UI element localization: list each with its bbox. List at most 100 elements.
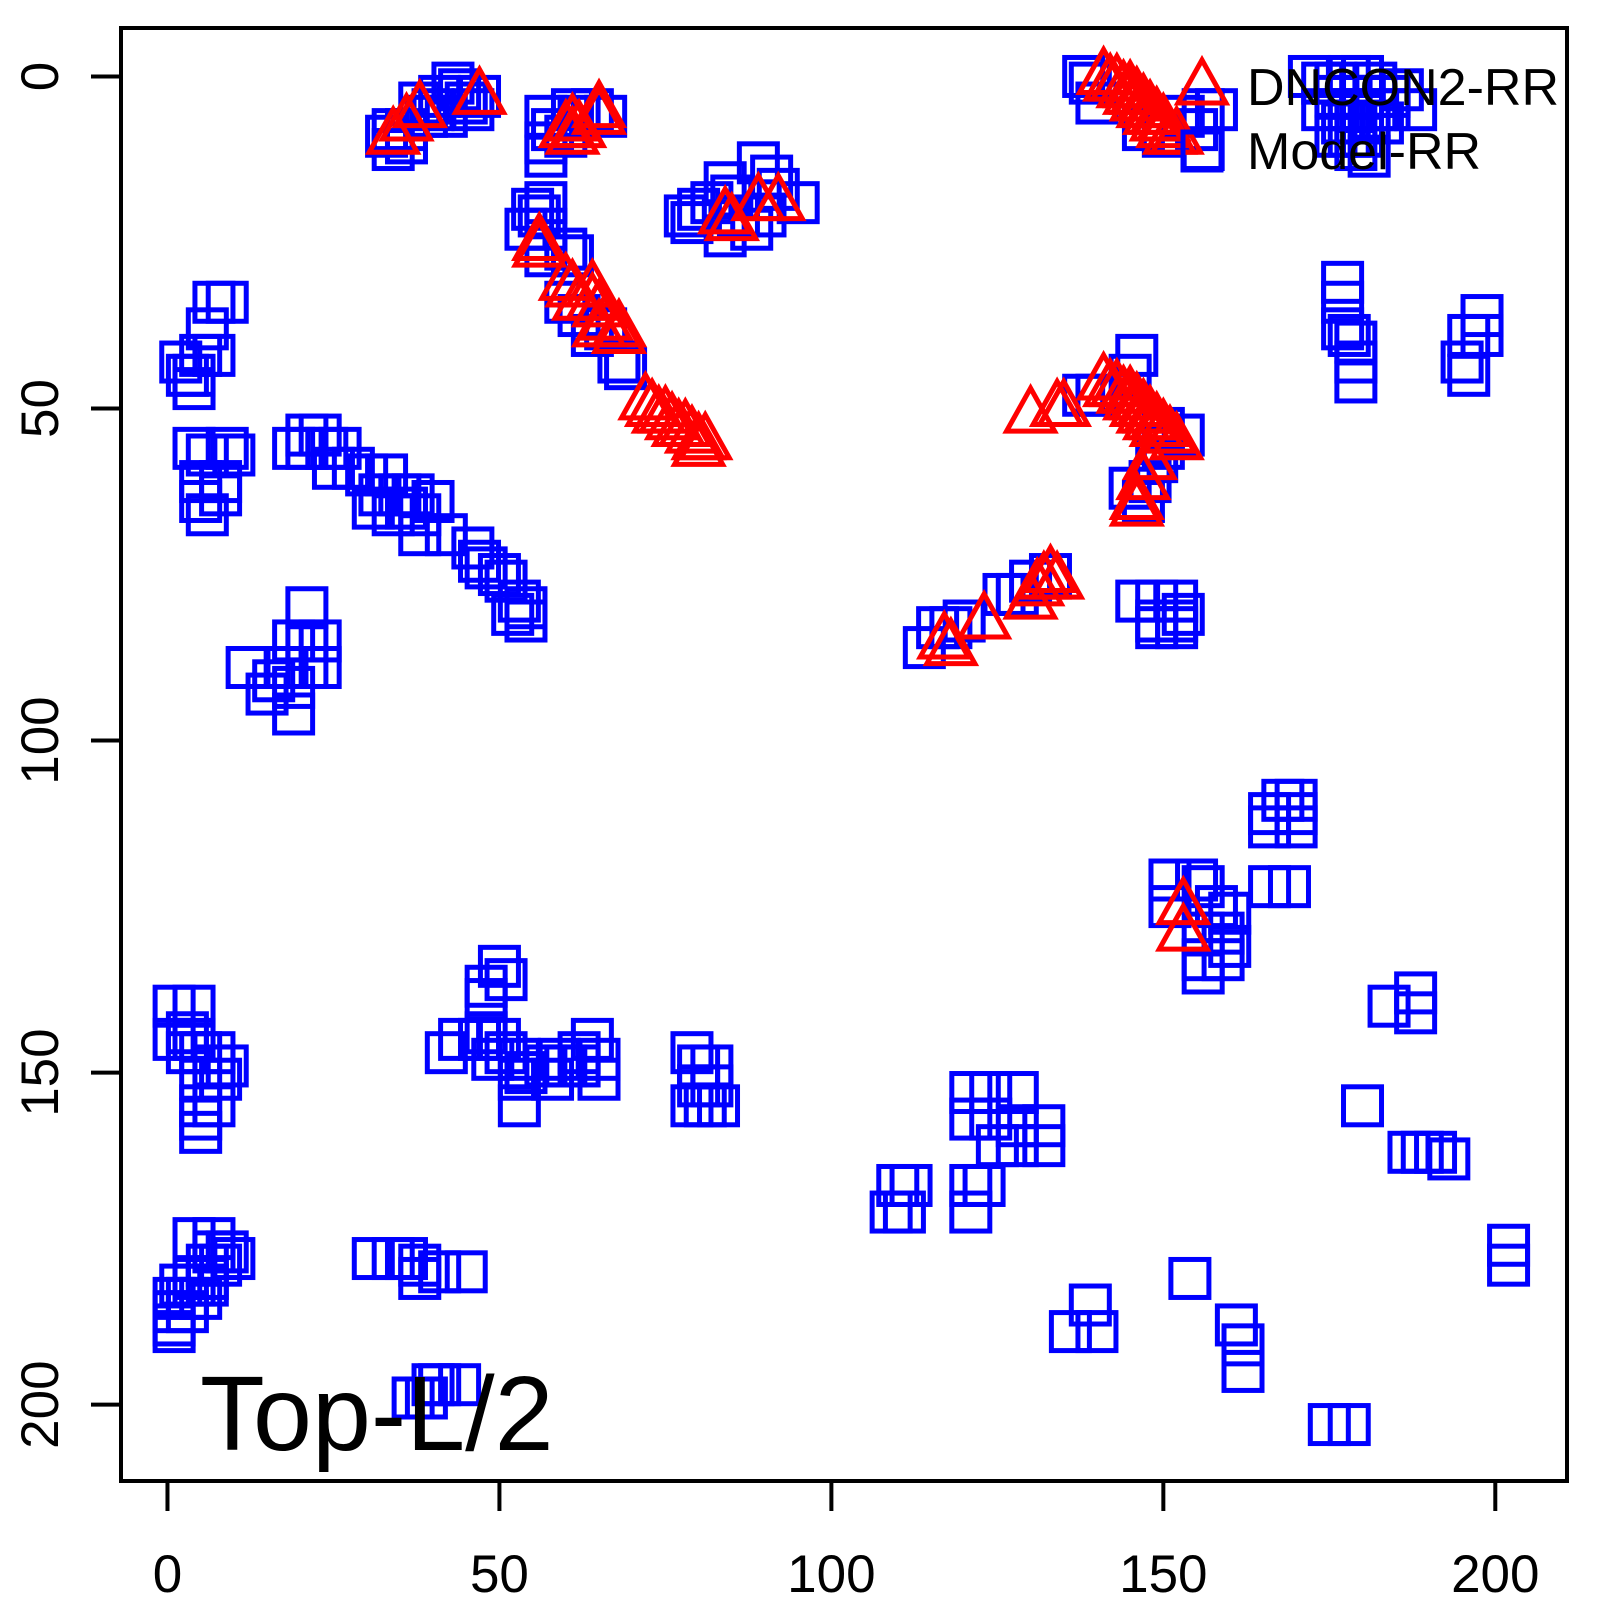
legend: DNCON2-RR Model-RR: [1173, 54, 1559, 181]
dncon2-rr-point: [577, 290, 634, 341]
model-rr-point: [995, 1071, 1039, 1115]
plot-border: [119, 26, 1569, 1483]
model-rr-point: [1427, 1137, 1471, 1181]
y-tick-label: 100: [11, 696, 70, 784]
dncon2-rr-point: [1155, 874, 1212, 926]
dncon2-rr-point: [1148, 409, 1205, 461]
x-tick-label: 150: [1119, 1545, 1207, 1600]
model-rr-point: [1341, 1084, 1385, 1128]
model-rr-point: [1075, 1310, 1119, 1354]
model-rr-point: [1274, 778, 1318, 822]
model-rr-point: [949, 1163, 993, 1207]
model-rr-point: [1274, 805, 1318, 849]
model-rr-point: [929, 606, 973, 650]
model-rr-point: [949, 1190, 993, 1234]
model-rr-point: [1181, 951, 1225, 995]
model-rr-point: [159, 340, 203, 384]
dncon2-rr-point: [1135, 97, 1192, 149]
model-rr-point: [404, 1376, 448, 1420]
y-tick-label: 150: [11, 1028, 70, 1116]
model-rr-point: [1168, 1256, 1212, 1300]
model-rr-point: [1327, 313, 1371, 357]
dncon2-rr-point: [511, 210, 568, 261]
dncon2-rr-point: [1155, 901, 1212, 952]
model-rr-point: [1334, 360, 1378, 404]
legend-square-icon: [1180, 129, 1224, 173]
dncon2-rr-point: [915, 608, 973, 660]
model-rr-point: [1487, 1243, 1531, 1287]
model-rr-point: [272, 665, 316, 709]
x-tick-label: 50: [470, 1545, 529, 1600]
y-tick-label: 50: [11, 379, 70, 438]
model-rr-point: [1394, 991, 1438, 1035]
model-rr-point: [995, 1124, 1039, 1168]
dncon2-rr-point: [1075, 349, 1132, 401]
model-rr-point: [179, 1110, 223, 1154]
dncon2-rr-point: [1141, 402, 1199, 454]
model-rr-point: [1440, 340, 1484, 384]
model-rr-point: [1274, 792, 1318, 836]
model-rr-point: [424, 513, 468, 557]
model-rr-point: [1208, 924, 1252, 968]
model-rr-point: [398, 513, 442, 557]
x-tick-label: 200: [1451, 1545, 1539, 1600]
y-tick-label: 0: [11, 62, 70, 91]
model-rr-point: [298, 619, 342, 663]
dncon2-rr-point: [391, 77, 449, 129]
model-rr-point: [531, 1057, 575, 1101]
dncon2-rr-point: [1008, 555, 1066, 607]
dncon2-rr-point: [670, 416, 727, 467]
dncon2-rr-point: [451, 64, 508, 115]
model-rr-point: [438, 1363, 482, 1407]
model-rr-point: [524, 181, 568, 225]
dncon2-rr-point: [1108, 475, 1166, 527]
model-rr-point: [577, 1057, 621, 1101]
model-rr-point: [1221, 1349, 1265, 1393]
dncon2-rr-point: [623, 376, 681, 428]
model-rr-point: [179, 1276, 223, 1320]
dncon2-rr-point: [570, 77, 628, 129]
legend-triangle-icon: [1173, 54, 1231, 106]
model-rr-point: [192, 1084, 236, 1128]
model-rr-point: [1347, 134, 1391, 178]
x-tick-label: 0: [153, 1545, 182, 1600]
dncon2-rr-point: [590, 303, 648, 354]
dncon2-rr-point: [1108, 469, 1166, 520]
model-rr-point: [550, 234, 594, 278]
model-rr-point: [1161, 592, 1205, 636]
dncon2-rr-point: [1121, 429, 1179, 481]
model-rr-point: [1321, 307, 1365, 351]
dncon2-rr-point: [378, 90, 435, 142]
dncon2-rr-point: [676, 409, 734, 461]
model-rr-point: [418, 1250, 462, 1294]
model-rr-point: [1248, 792, 1292, 836]
dncon2-rr-point: [955, 588, 1013, 640]
y-tick-label: 200: [11, 1360, 70, 1448]
model-rr-point: [776, 181, 820, 225]
dncon2-rr-point: [1022, 542, 1079, 594]
model-rr-point: [969, 1097, 1013, 1141]
dncon2-rr-point: [570, 84, 628, 135]
model-rr-point: [1334, 128, 1378, 172]
model-rr-point: [504, 599, 548, 643]
model-rr-point: [172, 367, 216, 411]
model-rr-point: [285, 586, 329, 630]
model-rr-point: [882, 1190, 926, 1234]
dncon2-rr-point: [1135, 396, 1192, 447]
dncon2-rr-point: [617, 369, 674, 421]
model-rr-point: [444, 1250, 488, 1294]
x-tick-label: 100: [787, 1545, 875, 1600]
model-rr-point: [384, 486, 428, 530]
dncon2-rr-point: [511, 217, 568, 268]
dncon2-rr-point: [1075, 44, 1132, 95]
model-rr-point: [1155, 606, 1199, 650]
series-dncon2-rr: [364, 44, 1212, 952]
model-rr-point: [179, 1097, 223, 1141]
dncon2-rr-point: [1035, 376, 1093, 428]
y-axis: 0 50 100 150 200: [11, 62, 121, 1449]
dncon2-rr-point: [590, 296, 648, 348]
model-rr-point: [697, 1084, 741, 1128]
series-model-rr: [152, 54, 1531, 1447]
